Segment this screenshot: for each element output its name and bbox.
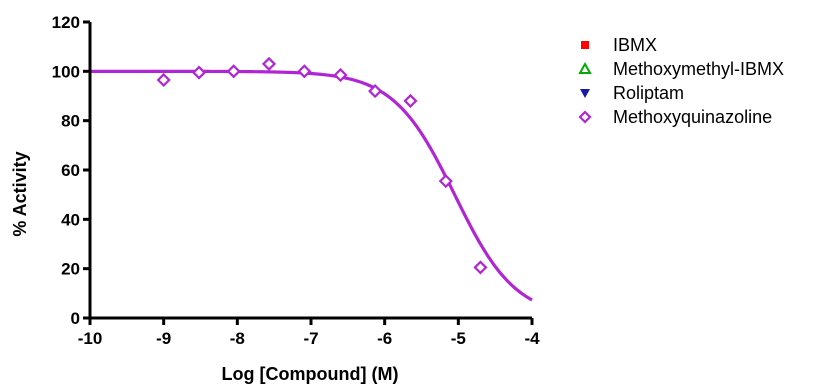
data-point [368,84,383,99]
y-tick-label: 20 [61,260,80,279]
legend-marker [580,89,590,98]
y-tick-label: 100 [52,62,80,81]
legend-marker [578,110,592,124]
data-point [438,174,453,189]
data-point [261,56,277,71]
legend-label: Methoxyquinazoline [613,107,772,127]
y-tick-label: 60 [61,161,80,180]
legend-label: Roliptam [613,83,684,103]
data-point [403,93,418,108]
legend-label: IBMX [613,35,657,55]
legend-marker [578,61,592,74]
y-tick-label: 120 [52,13,80,32]
x-tick-label: -5 [451,329,466,348]
data-point [473,260,488,275]
fit-curve-methoxyquinazoline [90,69,533,302]
x-axis-title: Log [Compound] (M) [222,364,399,384]
legend: IBMX Methoxymethyl-IBMX Roliptam Methoxyqui… [578,35,784,127]
x-tick-label: -6 [377,329,392,348]
plot-area [90,56,533,302]
y-tick-label: 40 [61,210,80,229]
data-point [156,72,171,88]
axes: -10 -9 -8 -7 -6 -5 -4 0 20 40 60 80 100 120 [52,13,540,348]
data-point [226,64,241,79]
legend-label: Methoxymethyl-IBMX [613,59,784,79]
data-point [297,64,312,79]
legend-marker [581,41,589,49]
x-tick-label: -8 [230,329,245,348]
x-tick-label: -4 [524,329,540,348]
x-tick-label: -9 [156,329,171,348]
x-tick-label: -10 [78,329,103,348]
y-axis-title: % Activity [10,151,30,236]
data-point [191,65,207,80]
x-tick-label: -7 [303,329,318,348]
y-tick-label: 80 [61,112,80,131]
y-tick-label: 0 [71,309,80,328]
data-point [333,67,348,83]
